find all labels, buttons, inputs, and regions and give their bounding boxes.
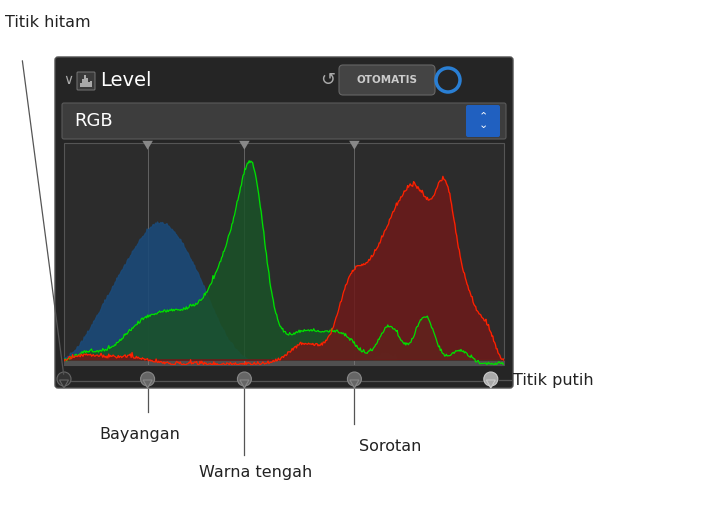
Bar (86, 78, 87, 87)
Text: Bayangan: Bayangan (100, 427, 180, 442)
FancyBboxPatch shape (466, 105, 500, 137)
Text: ⌃
⌄: ⌃ ⌄ (478, 112, 488, 130)
FancyBboxPatch shape (77, 72, 95, 90)
Text: Titik hitam: Titik hitam (5, 15, 91, 30)
FancyBboxPatch shape (55, 57, 513, 388)
Bar (88, 82, 90, 87)
Polygon shape (239, 141, 250, 150)
Bar (64, 143, 504, 365)
Bar (84, 75, 85, 87)
Circle shape (484, 372, 498, 386)
Bar (80, 84, 82, 87)
Circle shape (238, 372, 251, 386)
Polygon shape (486, 380, 495, 388)
Bar (82, 79, 84, 87)
Text: Sorotan: Sorotan (359, 439, 422, 454)
Text: Warna tengah: Warna tengah (199, 465, 313, 480)
Text: RGB: RGB (74, 112, 112, 130)
Circle shape (140, 372, 155, 386)
Bar (90, 81, 92, 87)
Text: OTOMATIS: OTOMATIS (357, 75, 417, 85)
Text: ↺: ↺ (321, 71, 336, 89)
FancyBboxPatch shape (339, 65, 435, 95)
Polygon shape (59, 380, 69, 388)
Text: Level: Level (100, 70, 152, 89)
Polygon shape (240, 380, 249, 388)
Text: Titik putih: Titik putih (513, 372, 594, 387)
Circle shape (347, 372, 362, 386)
FancyBboxPatch shape (62, 103, 506, 139)
Circle shape (57, 372, 71, 386)
Polygon shape (349, 141, 359, 150)
Text: ∨: ∨ (63, 73, 73, 87)
Polygon shape (143, 380, 152, 388)
Polygon shape (350, 380, 359, 388)
Polygon shape (142, 141, 153, 150)
